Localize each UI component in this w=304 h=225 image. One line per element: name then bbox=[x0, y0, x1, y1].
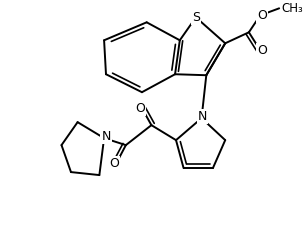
Text: N: N bbox=[198, 110, 207, 123]
Text: CH₃: CH₃ bbox=[281, 2, 303, 15]
Text: O: O bbox=[135, 102, 145, 115]
Text: O: O bbox=[257, 44, 267, 57]
Text: O: O bbox=[109, 157, 119, 170]
Text: O: O bbox=[257, 9, 267, 22]
Text: S: S bbox=[192, 11, 200, 24]
Text: N: N bbox=[101, 130, 111, 143]
